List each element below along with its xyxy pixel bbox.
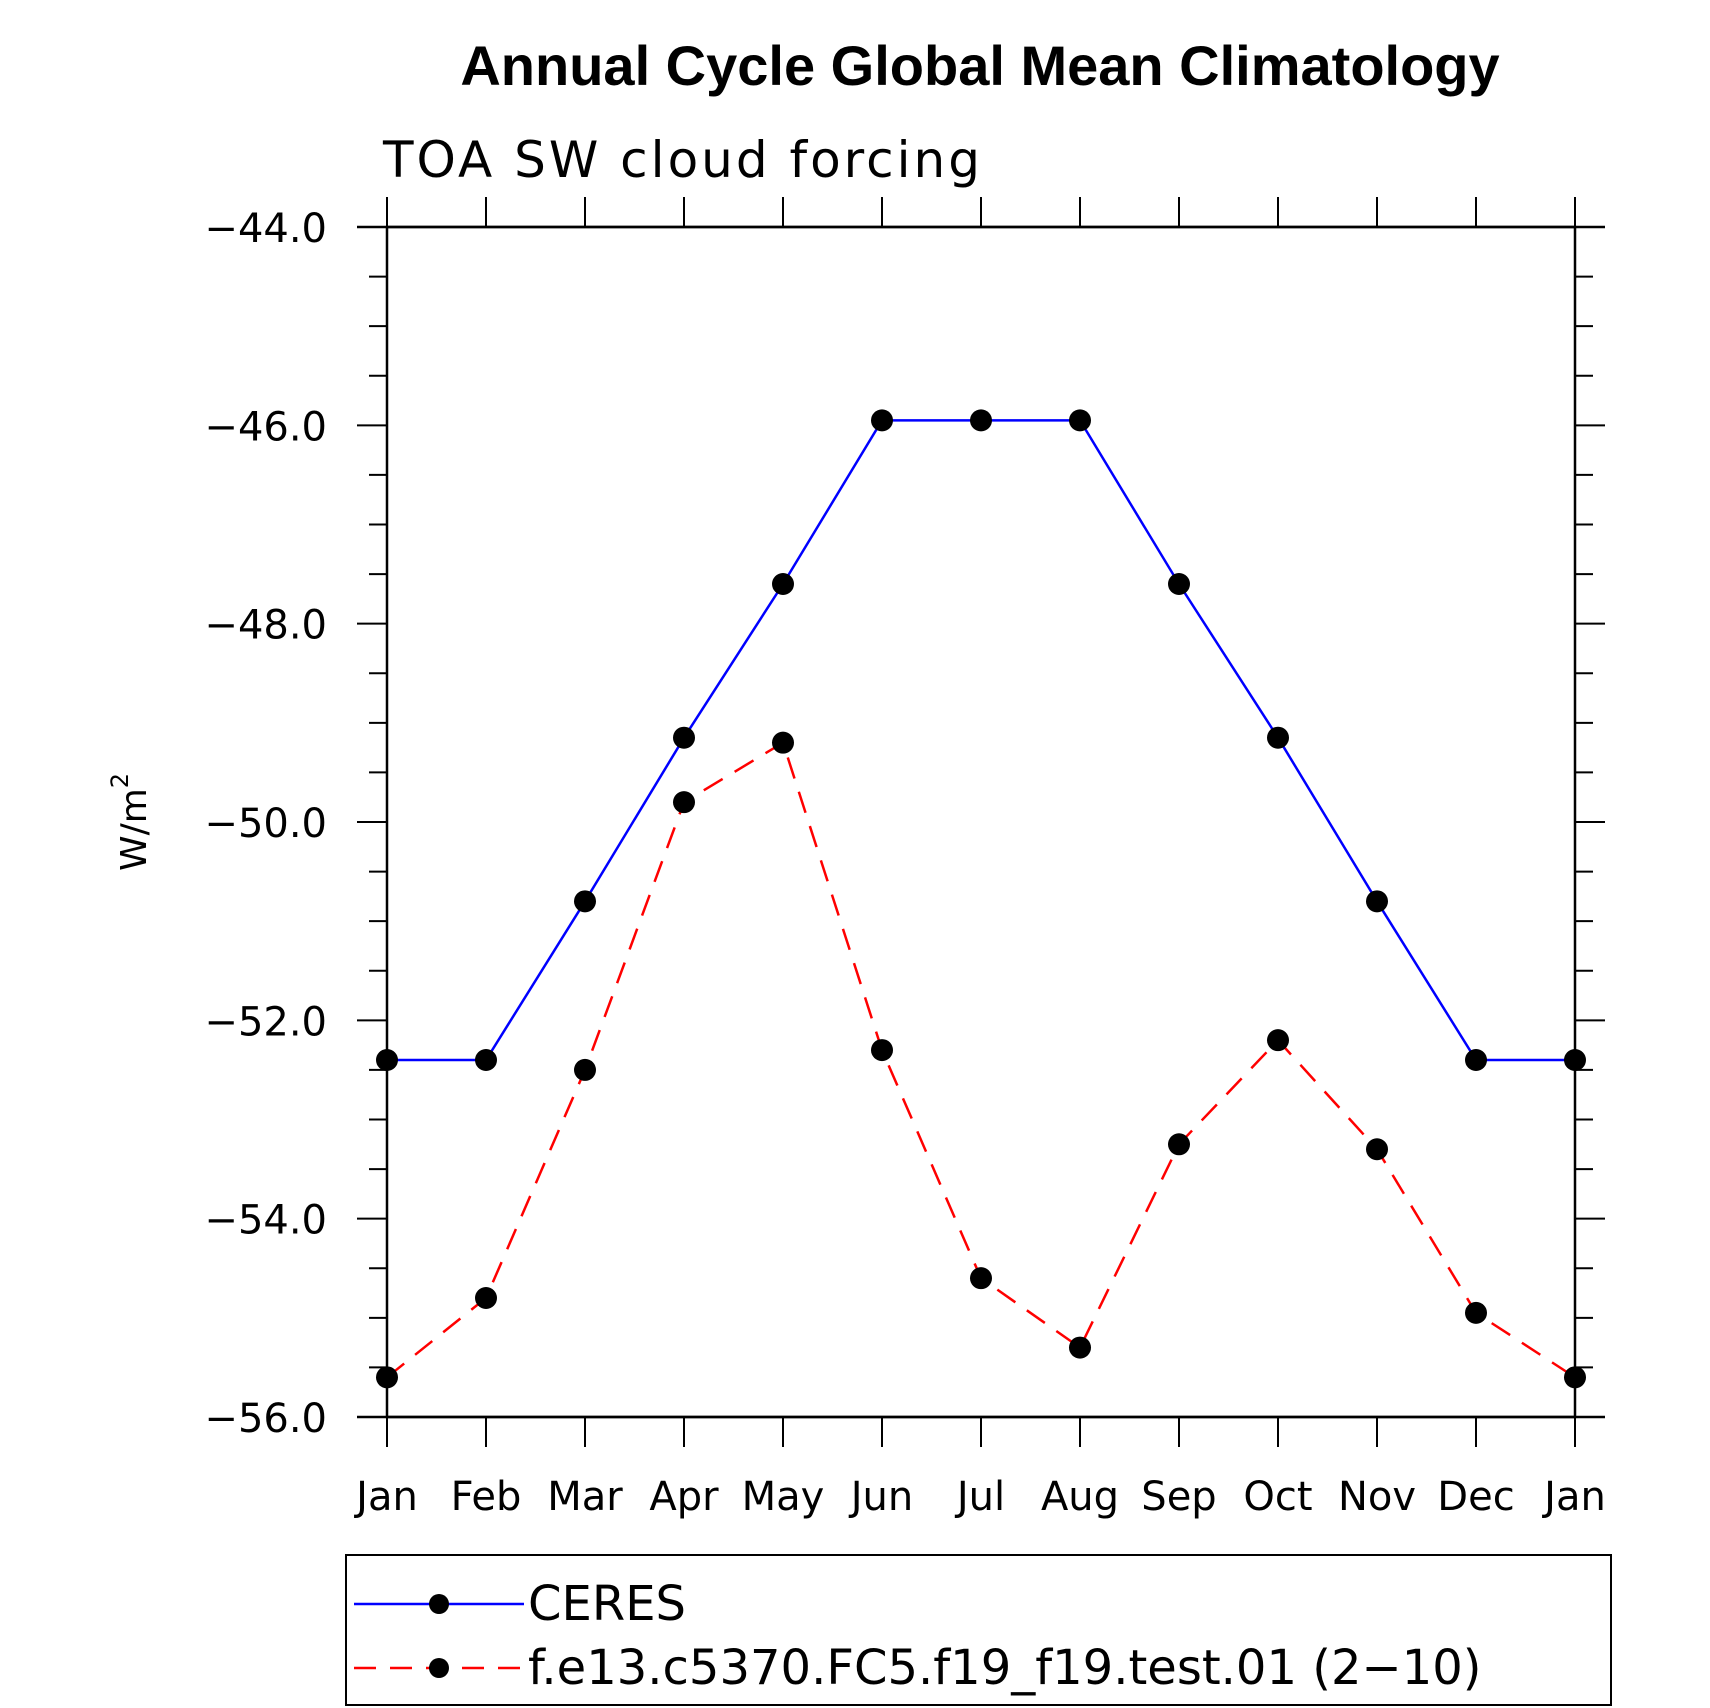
- plot-frame: [385, 225, 1577, 1419]
- legend-marker-ceres: [429, 1594, 449, 1614]
- series-0-point: [376, 1049, 398, 1071]
- series-0-point: [772, 573, 794, 595]
- legend-label-model: f.e13.c5370.FC5.f19_f19.test.01 (2−10): [528, 1640, 1482, 1696]
- series-line-0: [387, 419, 1575, 1062]
- axes: −56.0 −54.0 −52.0 −50.0 −48.0 −46.0 −44.0 Jan Fe…: [204, 197, 1606, 1520]
- series-1-point: [970, 1267, 992, 1290]
- x-tick-label: Aug: [1041, 1474, 1119, 1520]
- x-tick-label: May: [742, 1474, 825, 1520]
- series-0-point: [871, 409, 893, 432]
- legend-marker-model: [429, 1658, 449, 1678]
- x-tick-label: Nov: [1338, 1474, 1416, 1520]
- x-tick-label: Jun: [848, 1474, 914, 1520]
- series-1-point: [673, 791, 695, 814]
- series-0-point: [475, 1049, 497, 1071]
- series-0-point: [574, 890, 596, 913]
- x-tick-label: Feb: [451, 1474, 522, 1520]
- series-1-point: [574, 1058, 596, 1081]
- series-1-point: [376, 1366, 398, 1389]
- series-1-point: [1465, 1301, 1487, 1324]
- y-axis-label-text: W/m: [114, 788, 155, 871]
- legend-box: [345, 1554, 1612, 1706]
- y-axis-label-superscript: 2: [106, 773, 134, 788]
- x-tick-label: Apr: [649, 1474, 719, 1520]
- y-tick-label: −50.0: [204, 801, 327, 847]
- series-0-point: [1366, 890, 1388, 913]
- series-1-point: [1168, 1133, 1190, 1156]
- y-axis-label: W/m2: [106, 773, 155, 871]
- y-tick-label: −44.0: [204, 206, 327, 252]
- legend: CERES f.e13.c5370.FC5.f19_f19.test.01 (2…: [345, 1554, 1612, 1706]
- series-1-point: [772, 731, 794, 754]
- y-tick-label: −52.0: [204, 999, 327, 1045]
- y-tick-label: −48.0: [204, 603, 327, 649]
- series-1-point: [871, 1039, 893, 1062]
- x-tick-label: Oct: [1243, 1474, 1312, 1520]
- x-tick-label: Jul: [954, 1474, 1005, 1520]
- series-0-point: [1168, 573, 1190, 595]
- legend-label-ceres: CERES: [528, 1576, 686, 1632]
- series-1-point: [1366, 1138, 1388, 1161]
- series-0-point: [1564, 1049, 1586, 1071]
- series-0-point: [970, 409, 992, 432]
- series-0-point: [1465, 1049, 1487, 1071]
- series-1-point: [1267, 1029, 1289, 1052]
- y-tick-label: −56.0: [204, 1396, 327, 1442]
- x-tick-label: Dec: [1437, 1474, 1514, 1520]
- x-tick-label: Jan: [353, 1474, 418, 1520]
- series-0-point: [1267, 726, 1289, 749]
- x-tick-label: Jan: [1541, 1474, 1606, 1520]
- series-1-point: [475, 1287, 497, 1309]
- y-tick-label: −54.0: [204, 1198, 327, 1244]
- series-layer: [376, 409, 1586, 1389]
- series-1-point: [1069, 1336, 1091, 1359]
- y-tick-label: −46.0: [204, 404, 327, 450]
- series-0-point: [673, 726, 695, 749]
- x-tick-label: Sep: [1141, 1474, 1216, 1520]
- x-tick-label: Mar: [547, 1474, 623, 1520]
- chart-title: Annual Cycle Global Mean Climatology: [460, 34, 1499, 97]
- series-0-point: [1069, 409, 1091, 432]
- series-1-point: [1564, 1366, 1586, 1389]
- svg-text:W/m2: W/m2: [106, 773, 155, 871]
- chart-subtitle: TOA SW cloud forcing: [382, 131, 983, 189]
